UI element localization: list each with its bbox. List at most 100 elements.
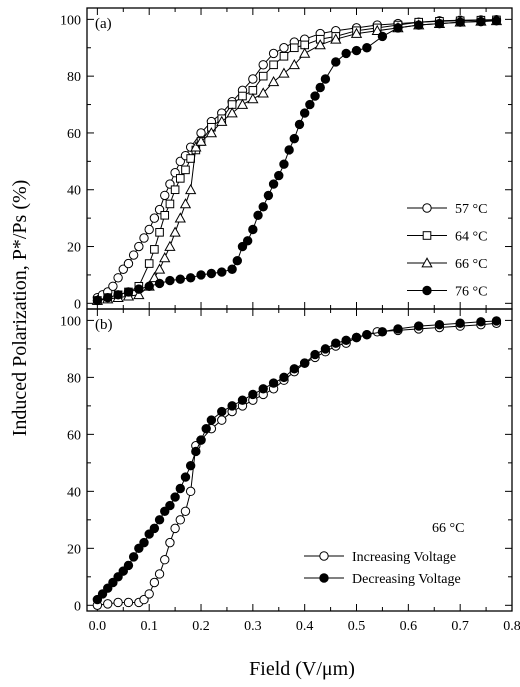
data-point: [103, 599, 113, 609]
y-tick-label: 40: [67, 485, 81, 500]
data-point: [289, 364, 300, 374]
data-point: [216, 115, 228, 126]
data-point: [134, 241, 144, 252]
data-point: [175, 483, 185, 494]
x-tick-label: 0.4: [296, 619, 314, 634]
data-point: [155, 228, 164, 237]
y-tick-label: 40: [67, 184, 81, 199]
data-point: [434, 18, 445, 29]
data-point: [476, 317, 486, 327]
data-point: [217, 267, 227, 277]
data-point: [377, 327, 388, 337]
data-point: [299, 358, 310, 368]
y-axis-title: Induced Polarization, P*/Ps (%): [9, 180, 31, 437]
data-point: [92, 594, 103, 605]
data-point: [362, 329, 372, 340]
data-point: [393, 23, 403, 33]
data-point: [180, 472, 191, 482]
data-point: [269, 60, 278, 70]
data-point: [253, 210, 263, 220]
data-point: [153, 263, 166, 274]
x-tick-label: 0.5: [348, 619, 366, 634]
data-point: [341, 335, 351, 346]
data-point: [299, 47, 311, 58]
data-point: [154, 569, 165, 579]
series-4: [92, 16, 502, 306]
data-point: [185, 273, 196, 283]
data-point: [128, 552, 139, 562]
data-point: [315, 82, 325, 93]
y-tick-label: 100: [60, 13, 81, 28]
data-point: [341, 48, 351, 59]
data-point: [274, 170, 284, 181]
data-point: [278, 67, 290, 78]
data-point: [190, 141, 202, 152]
data-point: [310, 349, 320, 360]
data-point: [279, 51, 289, 61]
data-point: [320, 344, 331, 354]
data-point: [164, 240, 176, 251]
data-point: [237, 241, 248, 252]
data-point: [160, 190, 170, 201]
data-point: [455, 17, 465, 27]
data-point: [134, 543, 144, 554]
data-point: [160, 506, 170, 516]
data-point: [139, 594, 149, 605]
legend-label: 57 °C: [455, 202, 487, 217]
data-point: [248, 74, 258, 84]
x-axis-title: Field (V/μm): [249, 658, 355, 680]
data-point: [232, 256, 243, 266]
data-point: [310, 91, 320, 101]
data-point: [113, 597, 123, 608]
data-point: [175, 515, 185, 525]
data-point: [113, 572, 123, 582]
y-tick-label: 0: [74, 599, 81, 614]
data-point: [267, 76, 280, 87]
data-point: [279, 43, 289, 53]
data-point: [205, 127, 218, 138]
data-point: [299, 108, 310, 118]
data-point: [144, 259, 154, 268]
data-point: [123, 258, 134, 269]
data-point: [185, 183, 197, 195]
data-point: [181, 165, 190, 175]
data-point: [195, 135, 207, 146]
data-point: [165, 537, 175, 548]
legend: 57 °C 64 °C 66 °C 76 °C: [407, 202, 487, 300]
data-point: [154, 515, 165, 525]
data-point: [185, 460, 196, 471]
data-point: [206, 268, 217, 279]
data-point: [476, 16, 486, 27]
data-point: [288, 58, 300, 70]
legend-marker: [421, 257, 433, 268]
data-point: [144, 224, 154, 235]
data-point: [217, 406, 227, 417]
data-point: [97, 589, 108, 599]
data-point: [257, 87, 269, 98]
data-point: [148, 271, 161, 283]
data-point: [134, 284, 144, 294]
legend-marker: [422, 285, 432, 296]
data-point: [180, 506, 191, 516]
data-point: [191, 446, 201, 457]
data-point: [242, 236, 253, 246]
data-point: [268, 378, 279, 388]
y-tick-label: 0: [74, 297, 81, 312]
y-tick-label: 20: [67, 241, 81, 256]
data-point: [170, 492, 180, 502]
data-point: [300, 40, 309, 50]
legend-label: 64 °C: [455, 230, 487, 245]
series-2: [92, 316, 502, 605]
data-point: [414, 20, 424, 30]
y-tick-label: 80: [67, 70, 81, 85]
data-point: [248, 224, 258, 235]
x-tick-label: 0.0: [89, 619, 107, 634]
plot-frame: [86, 308, 513, 612]
data-point: [113, 273, 123, 283]
data-point: [139, 233, 149, 243]
data-point: [179, 198, 192, 209]
series-line: [97, 20, 497, 301]
data-point: [160, 210, 170, 220]
panel-b: 0.0 0.1 0.2 0.3 0.4 0.5 0.6 0.7 0.8 0 20 40 60 80 100 (…: [60, 308, 520, 634]
